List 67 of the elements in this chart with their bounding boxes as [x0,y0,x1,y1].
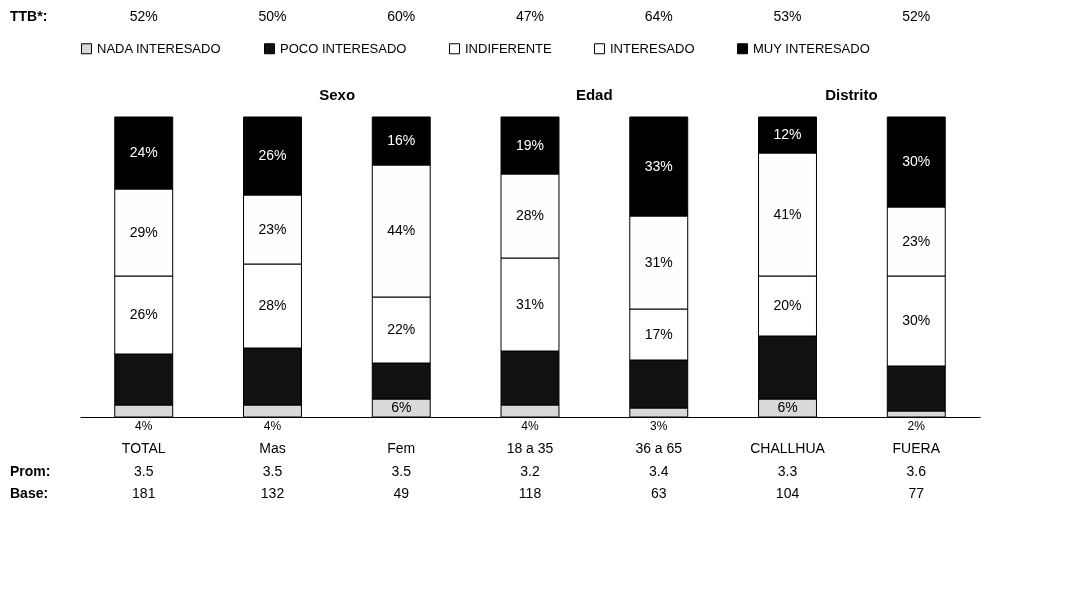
text: 49 [393,485,410,501]
data-label: 30% [902,312,931,328]
text: Edad [575,86,613,103]
x-tick-label: 36 a 65 [635,439,683,456]
data-label: 16% [387,132,416,148]
data-label: 31% [644,253,673,270]
text: 47% [515,8,545,24]
text: 52% [902,8,931,24]
data-label: 24% [129,144,158,160]
x-tick-label: FUERA [892,439,941,456]
data-label: 19% [515,136,545,153]
text: 118 [518,485,542,501]
text: 60% [387,8,416,24]
text: 3.5 [134,463,154,479]
text: 3.2 [520,463,540,479]
data-label: 41% [773,205,802,222]
legend-label: INDIFERENTE [465,40,552,56]
data-label: 4% [263,419,282,433]
x-tick-label: Fem [387,439,416,456]
text: 63 [650,485,667,501]
text: 53% [773,8,802,24]
data-label: 28% [515,207,545,223]
text: 132 [260,485,285,501]
x-tick-label: TOTAL [121,439,166,456]
text: 3.5 [262,463,283,479]
text: Sexo [319,86,356,103]
text: Base: [10,485,49,501]
data-label: 26% [258,147,287,163]
text: 50% [258,8,287,24]
text: 3.4 [649,463,669,479]
legend-label: INTERESADO [610,40,695,56]
data-label: 3% [650,419,668,433]
data-label: 6% [391,399,412,415]
x-tick-label: 18 a 35 [506,439,554,456]
text: 104 [775,485,800,501]
data-label: 28% [258,297,287,313]
data-label: 4% [521,419,539,433]
legend-label: POCO INTERESADO [280,40,407,56]
x-tick-label: Mas [259,439,286,456]
data-label: 2% [907,419,926,433]
data-label: 30% [902,153,931,169]
data-label: 6% [777,399,798,415]
data-label: 23% [902,232,931,249]
x-tick-label: CHALLHUA [750,439,826,456]
data-label: 31% [515,295,545,312]
data-label: 26% [129,306,158,322]
data-label: 33% [644,157,673,174]
text: 64% [644,8,673,24]
text: 77 [908,485,925,501]
text: Distrito [825,86,878,103]
legend-label: MUY INTERESADO [753,40,870,56]
text: Prom: [10,463,51,479]
data-label: 12% [773,126,802,142]
data-label: 23% [258,220,287,237]
legend-label: NADA INTERESADO [97,40,221,56]
data-label: 44% [387,222,416,238]
text: 3.5 [391,463,412,479]
text: 52% [129,8,158,24]
text: 3.6 [906,463,927,479]
text: 3.3 [777,463,798,479]
data-label: 17% [644,325,673,342]
text: TTB*: [10,8,48,24]
text: 181 [132,485,156,501]
data-label: 20% [773,297,802,313]
data-label: 29% [129,223,158,240]
data-label: 4% [135,419,153,433]
data-label: 22% [387,321,416,337]
